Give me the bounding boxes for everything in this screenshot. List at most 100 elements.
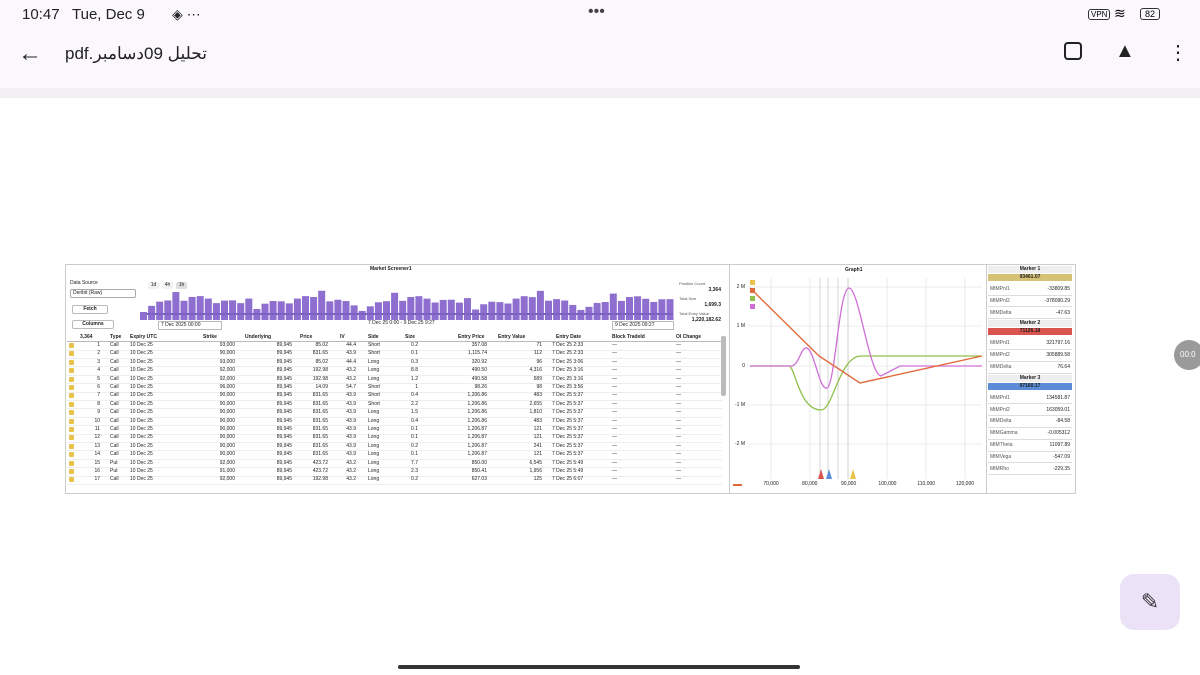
histogram-bar	[569, 304, 577, 320]
row-checkbox[interactable]	[69, 435, 74, 441]
table-cell: 6,545	[529, 459, 542, 466]
table-cell: 831.65	[312, 426, 328, 432]
table-cell: —	[676, 459, 681, 466]
table-cell: 357.08	[471, 342, 487, 348]
table-cell: —	[676, 384, 681, 390]
interval-button[interactable]: 1h	[176, 282, 187, 289]
columns-button[interactable]: Columns	[72, 320, 114, 329]
row-checkbox[interactable]	[69, 359, 74, 365]
histogram-bar	[634, 296, 642, 320]
interval-button[interactable]: 1d	[148, 282, 159, 289]
table-cell: 850.41	[471, 468, 487, 474]
table-cell: 9	[97, 409, 100, 416]
marker-row-line	[988, 462, 1072, 464]
histogram-bar	[407, 296, 415, 320]
fetch-button[interactable]: Fetch	[72, 305, 108, 314]
row-checkbox[interactable]	[69, 343, 74, 348]
marker-value-cell: -0.005312	[1047, 430, 1070, 437]
table-cell: 93,000	[219, 358, 235, 365]
row-checkbox[interactable]	[69, 401, 74, 407]
table-cell: 241	[533, 442, 542, 449]
slider	[147, 313, 673, 315]
table-cell: 90,000	[219, 417, 235, 424]
table-cell: 90,000	[219, 409, 235, 416]
scrollbar	[721, 336, 726, 396]
table-cell: 831.65	[312, 451, 328, 458]
y-axis-label: -1 M	[735, 402, 745, 408]
table-cell: 0.2	[411, 476, 418, 483]
table-cell: 43.2	[346, 459, 356, 466]
table-cell: 43.9	[346, 451, 356, 458]
row-line	[67, 408, 722, 410]
row-checkbox[interactable]	[69, 368, 74, 374]
table-cell: —	[612, 468, 617, 474]
row-line	[67, 358, 722, 359]
table-cell: Call	[110, 451, 119, 458]
table-cell: 1,206.87	[467, 451, 487, 458]
marker-label: MtMGamma	[990, 430, 1018, 437]
table-cell: 1,206.87	[467, 442, 487, 449]
side-handle[interactable]: 00:0	[1174, 340, 1200, 370]
table-cell: 7 Dec 25 5:37	[552, 451, 584, 458]
row-checkbox[interactable]	[69, 376, 74, 382]
table-cell: Put	[110, 468, 118, 474]
table-cell: —	[612, 426, 617, 432]
table-cell: Short	[368, 384, 380, 390]
row-checkbox[interactable]	[69, 469, 74, 474]
edit-button[interactable]: ✎	[1120, 574, 1180, 630]
table-cell: 98	[536, 384, 542, 390]
table-cell: 89,945	[276, 468, 292, 474]
table-cell: 7 Dec 25 2:33	[552, 342, 584, 348]
table-cell: Short	[368, 350, 380, 357]
row-checkbox[interactable]	[69, 443, 74, 449]
table-cell: 483	[533, 417, 542, 424]
histogram-bar	[172, 292, 180, 320]
file-title: تحليل 09دسامبر.pdf	[65, 44, 207, 63]
table-cell: 89,945	[276, 451, 292, 458]
row-checkbox[interactable]	[69, 418, 74, 424]
row-checkbox[interactable]	[69, 460, 74, 466]
table-cell: Call	[110, 375, 119, 382]
table-cell: 89,945	[276, 392, 292, 399]
marker-label: MtMPnl1	[990, 286, 1010, 292]
row-checkbox[interactable]	[69, 410, 74, 416]
histogram-bar	[488, 301, 496, 320]
histogram-bar	[164, 300, 172, 320]
menu-button[interactable]: ⋮	[1168, 42, 1188, 64]
search-button[interactable]	[1064, 42, 1082, 60]
table-cell: 43.9	[346, 350, 356, 357]
table-cell: 44.4	[346, 358, 356, 365]
row-line	[67, 425, 722, 427]
row-checkbox[interactable]	[69, 385, 74, 390]
table-cell: 10 Dec 25	[130, 342, 153, 348]
date-range: 7 Dec 25 0:00 - 9 Dec 25 9:27	[368, 320, 435, 326]
table-cell: 7 Dec 25 5:49	[552, 468, 584, 474]
back-button[interactable]: ←	[18, 40, 42, 67]
marker-row-line	[988, 372, 1072, 374]
row-checkbox[interactable]	[69, 351, 74, 357]
marker-row-line	[988, 318, 1072, 320]
stat-value: 3,364	[708, 287, 721, 293]
table-cell: Call	[110, 442, 119, 449]
row-checkbox[interactable]	[69, 452, 74, 458]
battery: 82	[1140, 8, 1161, 20]
histogram-bar	[536, 290, 544, 320]
y-axis-label: 2 M	[736, 284, 745, 290]
header-line	[67, 341, 722, 342]
row-checkbox[interactable]	[69, 477, 74, 483]
interval-button[interactable]: 4h	[162, 282, 173, 289]
histogram-bar	[601, 301, 609, 320]
table-cell: —	[676, 426, 681, 432]
x-axis-label: 80,000	[802, 481, 818, 487]
table-cell: Call	[110, 358, 119, 365]
histogram-bar	[196, 296, 204, 320]
table-cell: 10 Dec 25	[130, 384, 153, 390]
histogram-bar	[285, 303, 293, 320]
marker-label: MtMPnl1	[990, 394, 1010, 401]
table-cell: 90,000	[219, 400, 235, 407]
drive-button[interactable]: ▲	[1115, 40, 1135, 62]
histogram-bar	[156, 301, 164, 320]
row-checkbox[interactable]	[69, 427, 74, 432]
table-cell: 43.2	[346, 375, 356, 382]
row-checkbox[interactable]	[69, 393, 74, 399]
